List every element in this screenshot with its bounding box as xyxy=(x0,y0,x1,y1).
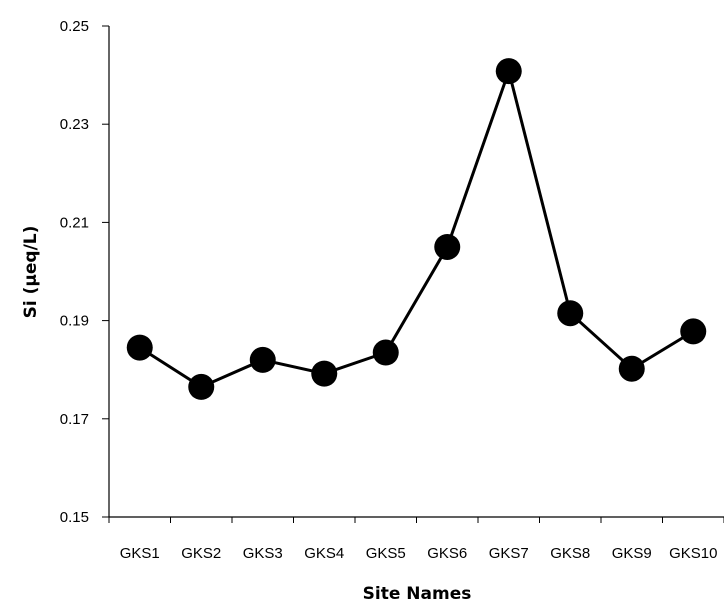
y-tick-label: 0.25 xyxy=(60,18,89,35)
axes xyxy=(108,26,724,518)
data-point xyxy=(434,233,461,260)
x-tick-label: GKS1 xyxy=(120,545,160,562)
ticks: 0.15 0.17 0.19 0.21 0.23 0.25 GKS1 GKS2 GKS3 GKS4… xyxy=(60,18,724,562)
y-tick-label: 0.21 xyxy=(60,214,89,231)
x-tick-label: GKS9 xyxy=(612,545,652,562)
y-tick-label: 0.23 xyxy=(60,116,89,133)
y-tick-label: 0.19 xyxy=(60,313,89,330)
x-tick-label: GKS10 xyxy=(669,545,717,562)
x-tick-label: GKS2 xyxy=(181,545,221,562)
x-tick-label: GKS3 xyxy=(243,545,283,562)
data-point xyxy=(188,373,215,400)
data-point xyxy=(557,300,584,327)
y-tick-label: 0.17 xyxy=(60,411,89,428)
data-point xyxy=(680,318,707,345)
data-point xyxy=(311,360,338,387)
series-line xyxy=(138,66,695,389)
x-axis-title: Site Names xyxy=(363,584,472,604)
data-point xyxy=(126,334,153,361)
data-point xyxy=(618,355,645,382)
series-group xyxy=(126,58,707,400)
data-point xyxy=(249,346,276,373)
x-tick-label: GKS5 xyxy=(366,545,406,562)
y-axis-title: Si (µeq/L) xyxy=(21,226,41,319)
x-tick-label: GKS8 xyxy=(550,545,590,562)
x-tick-label: GKS6 xyxy=(427,545,467,562)
y-tick-label: 0.15 xyxy=(60,509,89,526)
x-tick-label: GKS7 xyxy=(489,545,529,562)
data-point xyxy=(495,58,522,85)
x-tick-label: GKS4 xyxy=(304,545,344,562)
data-point xyxy=(372,339,399,366)
